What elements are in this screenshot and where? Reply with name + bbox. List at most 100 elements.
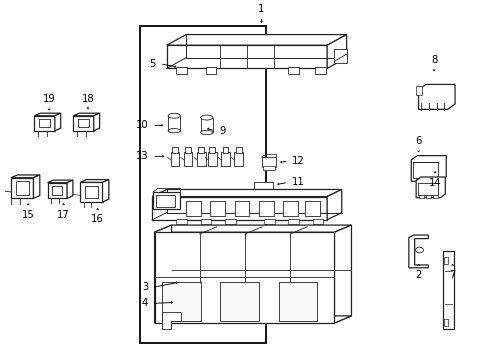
Polygon shape bbox=[67, 180, 73, 198]
Bar bbox=[52, 186, 62, 195]
Ellipse shape bbox=[201, 130, 212, 135]
Bar bbox=[176, 67, 187, 75]
Bar bbox=[209, 147, 215, 153]
Bar bbox=[11, 178, 33, 198]
Bar bbox=[183, 152, 192, 166]
Polygon shape bbox=[154, 225, 351, 232]
Bar bbox=[16, 181, 29, 195]
Bar bbox=[234, 201, 249, 216]
Bar bbox=[261, 157, 276, 167]
Bar bbox=[224, 219, 235, 224]
Bar bbox=[442, 251, 453, 329]
Bar bbox=[185, 147, 191, 153]
Bar bbox=[334, 49, 346, 63]
Ellipse shape bbox=[201, 115, 212, 120]
Polygon shape bbox=[154, 225, 171, 323]
Bar bbox=[283, 201, 297, 216]
Bar bbox=[432, 195, 437, 198]
Text: 3: 3 bbox=[142, 282, 148, 292]
Polygon shape bbox=[94, 113, 100, 131]
Bar bbox=[263, 166, 274, 170]
Polygon shape bbox=[415, 177, 445, 198]
Bar bbox=[73, 116, 94, 131]
Bar bbox=[176, 219, 187, 224]
Circle shape bbox=[415, 247, 423, 253]
Text: 14: 14 bbox=[428, 178, 441, 188]
Bar bbox=[198, 147, 203, 153]
Bar bbox=[156, 195, 175, 207]
Bar bbox=[172, 147, 178, 153]
Bar bbox=[221, 152, 229, 166]
Bar bbox=[259, 201, 273, 216]
Bar bbox=[205, 67, 216, 75]
Polygon shape bbox=[154, 232, 334, 323]
Text: 9: 9 bbox=[219, 126, 225, 136]
Polygon shape bbox=[334, 225, 351, 323]
Polygon shape bbox=[408, 235, 427, 268]
Bar bbox=[207, 152, 216, 166]
Bar bbox=[312, 219, 323, 224]
Bar bbox=[412, 162, 437, 179]
Text: 10: 10 bbox=[135, 120, 148, 130]
Bar bbox=[234, 152, 243, 166]
Bar bbox=[418, 195, 423, 198]
Bar bbox=[186, 201, 201, 216]
Bar bbox=[444, 319, 447, 326]
Text: 17: 17 bbox=[57, 210, 70, 220]
Polygon shape bbox=[34, 113, 61, 116]
Bar bbox=[314, 67, 325, 75]
Polygon shape bbox=[418, 84, 454, 109]
Text: 4: 4 bbox=[142, 298, 148, 309]
Bar bbox=[264, 219, 274, 224]
Bar bbox=[153, 192, 180, 209]
Text: 7: 7 bbox=[448, 270, 455, 280]
Polygon shape bbox=[162, 312, 181, 329]
Polygon shape bbox=[166, 35, 346, 45]
Text: 11: 11 bbox=[291, 177, 305, 187]
Text: 1: 1 bbox=[258, 4, 264, 14]
Polygon shape bbox=[154, 316, 351, 323]
Text: 13: 13 bbox=[135, 151, 148, 161]
Bar bbox=[140, 26, 266, 343]
Bar bbox=[220, 282, 259, 321]
Bar bbox=[78, 119, 89, 127]
Bar bbox=[415, 179, 423, 183]
Text: 19: 19 bbox=[42, 94, 55, 104]
Bar bbox=[85, 186, 98, 198]
Polygon shape bbox=[326, 189, 341, 220]
Bar bbox=[168, 117, 180, 131]
Polygon shape bbox=[73, 113, 100, 116]
Bar bbox=[425, 195, 430, 198]
Polygon shape bbox=[80, 180, 109, 183]
Text: 8: 8 bbox=[430, 55, 436, 65]
Text: 2: 2 bbox=[414, 270, 421, 280]
Polygon shape bbox=[55, 113, 61, 131]
Bar bbox=[34, 116, 55, 131]
Bar bbox=[162, 282, 201, 321]
Bar bbox=[210, 201, 224, 216]
Bar bbox=[417, 183, 437, 195]
Polygon shape bbox=[47, 180, 73, 183]
Text: 12: 12 bbox=[291, 156, 305, 166]
Polygon shape bbox=[166, 45, 326, 68]
Bar bbox=[305, 201, 319, 216]
Bar bbox=[278, 282, 317, 321]
Bar bbox=[201, 118, 212, 132]
Bar bbox=[201, 219, 211, 224]
Polygon shape bbox=[102, 180, 109, 202]
Bar bbox=[222, 147, 228, 153]
Bar bbox=[47, 183, 67, 198]
Bar bbox=[197, 152, 205, 166]
Bar bbox=[254, 182, 272, 189]
Bar bbox=[170, 152, 179, 166]
Polygon shape bbox=[33, 175, 40, 198]
Bar bbox=[39, 119, 50, 127]
Polygon shape bbox=[11, 175, 40, 178]
Bar bbox=[80, 183, 102, 202]
Bar bbox=[235, 147, 241, 153]
Text: 16: 16 bbox=[91, 215, 104, 224]
Text: 6: 6 bbox=[414, 136, 421, 146]
Polygon shape bbox=[326, 35, 346, 68]
Text: 5: 5 bbox=[149, 59, 156, 69]
Bar bbox=[415, 86, 421, 95]
